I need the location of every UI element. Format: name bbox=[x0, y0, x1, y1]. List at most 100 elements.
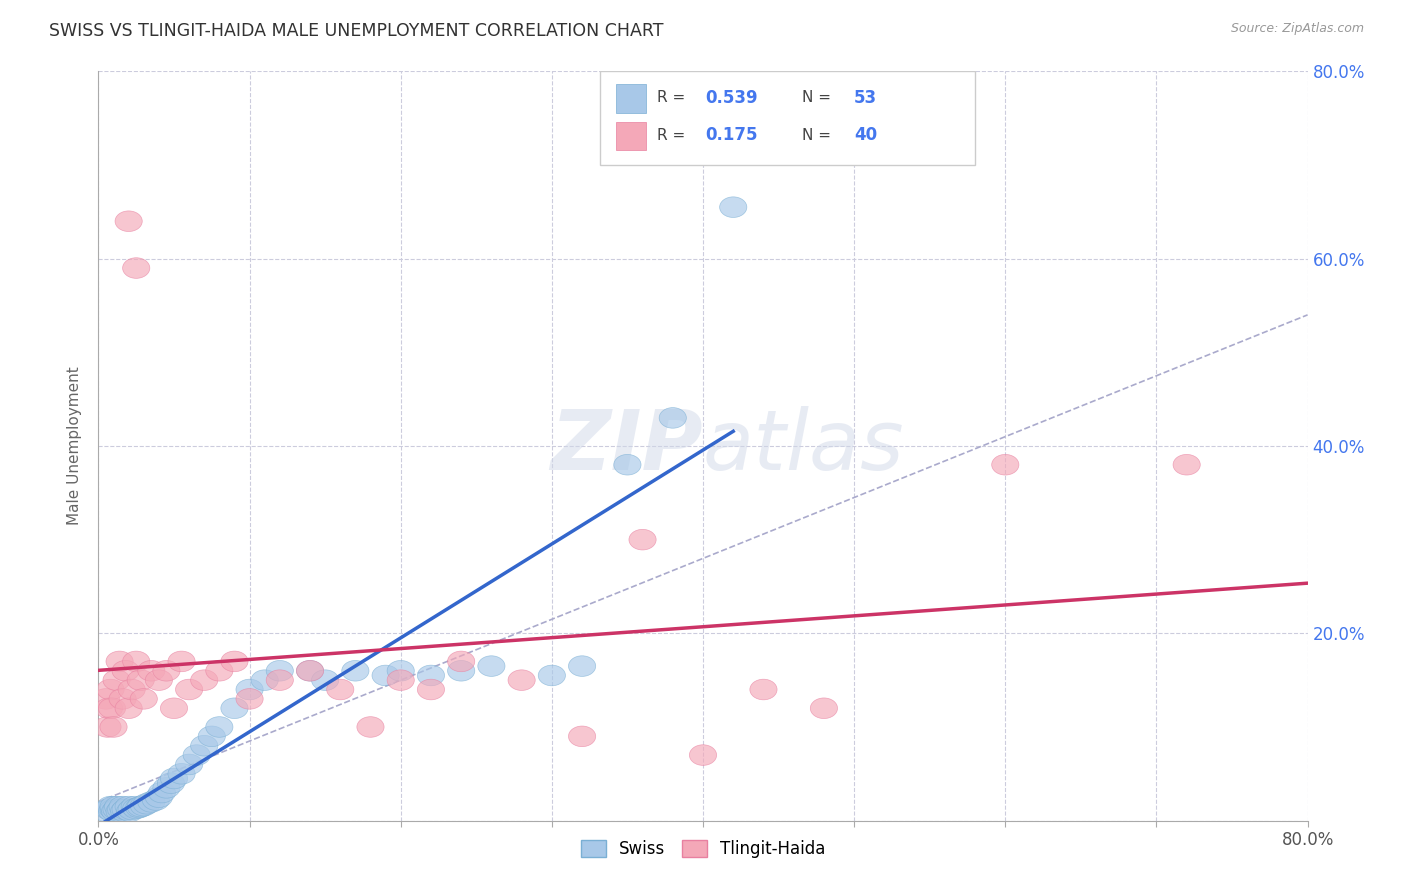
Ellipse shape bbox=[121, 797, 148, 817]
Ellipse shape bbox=[720, 197, 747, 218]
Ellipse shape bbox=[749, 679, 778, 700]
Text: Source: ZipAtlas.com: Source: ZipAtlas.com bbox=[1230, 22, 1364, 36]
Ellipse shape bbox=[96, 698, 122, 719]
Ellipse shape bbox=[105, 651, 134, 672]
Text: ZIP: ZIP bbox=[550, 406, 703, 486]
Ellipse shape bbox=[98, 801, 125, 822]
Ellipse shape bbox=[373, 665, 399, 686]
Text: 40: 40 bbox=[855, 126, 877, 144]
Ellipse shape bbox=[115, 797, 142, 817]
Y-axis label: Male Unemployment: Male Unemployment bbox=[67, 367, 83, 525]
Ellipse shape bbox=[115, 698, 142, 719]
Ellipse shape bbox=[104, 797, 132, 817]
Ellipse shape bbox=[221, 651, 247, 672]
Ellipse shape bbox=[131, 689, 157, 709]
Ellipse shape bbox=[418, 665, 444, 686]
Ellipse shape bbox=[205, 716, 233, 738]
Ellipse shape bbox=[138, 660, 165, 681]
Ellipse shape bbox=[689, 745, 717, 765]
Ellipse shape bbox=[614, 454, 641, 475]
Ellipse shape bbox=[357, 716, 384, 738]
Ellipse shape bbox=[125, 797, 153, 818]
Ellipse shape bbox=[568, 656, 596, 676]
Ellipse shape bbox=[205, 660, 233, 681]
Ellipse shape bbox=[183, 745, 211, 765]
Ellipse shape bbox=[167, 651, 195, 672]
Ellipse shape bbox=[478, 656, 505, 676]
Ellipse shape bbox=[98, 698, 125, 719]
Ellipse shape bbox=[115, 211, 142, 232]
Ellipse shape bbox=[191, 670, 218, 690]
FancyBboxPatch shape bbox=[600, 71, 976, 165]
Text: SWISS VS TLINGIT-HAIDA MALE UNEMPLOYMENT CORRELATION CHART: SWISS VS TLINGIT-HAIDA MALE UNEMPLOYMENT… bbox=[49, 22, 664, 40]
Ellipse shape bbox=[387, 660, 415, 681]
Ellipse shape bbox=[418, 679, 444, 700]
Text: atlas: atlas bbox=[703, 406, 904, 486]
Ellipse shape bbox=[326, 679, 354, 700]
Ellipse shape bbox=[100, 716, 127, 738]
Ellipse shape bbox=[659, 408, 686, 428]
Ellipse shape bbox=[538, 665, 565, 686]
Text: 0.175: 0.175 bbox=[706, 126, 758, 144]
Ellipse shape bbox=[93, 801, 120, 822]
Ellipse shape bbox=[1173, 454, 1201, 475]
Ellipse shape bbox=[117, 801, 143, 822]
Ellipse shape bbox=[153, 778, 180, 798]
Ellipse shape bbox=[991, 454, 1019, 475]
Ellipse shape bbox=[112, 660, 139, 681]
Ellipse shape bbox=[297, 660, 323, 681]
FancyBboxPatch shape bbox=[616, 121, 647, 150]
Ellipse shape bbox=[142, 789, 170, 810]
Ellipse shape bbox=[342, 660, 368, 681]
Ellipse shape bbox=[167, 764, 195, 784]
Text: 0.539: 0.539 bbox=[706, 88, 758, 106]
Text: R =: R = bbox=[657, 90, 685, 105]
Ellipse shape bbox=[110, 689, 136, 709]
Ellipse shape bbox=[312, 670, 339, 690]
Ellipse shape bbox=[138, 791, 165, 813]
Ellipse shape bbox=[112, 799, 139, 820]
Ellipse shape bbox=[145, 670, 173, 690]
Ellipse shape bbox=[93, 689, 120, 709]
Ellipse shape bbox=[127, 797, 155, 817]
Ellipse shape bbox=[97, 679, 124, 700]
Ellipse shape bbox=[105, 801, 134, 822]
Ellipse shape bbox=[122, 798, 150, 819]
Ellipse shape bbox=[145, 787, 173, 807]
Ellipse shape bbox=[122, 258, 150, 278]
Ellipse shape bbox=[508, 670, 536, 690]
Ellipse shape bbox=[252, 670, 278, 690]
Ellipse shape bbox=[148, 782, 176, 803]
Ellipse shape bbox=[134, 794, 160, 814]
Ellipse shape bbox=[131, 796, 157, 816]
Ellipse shape bbox=[94, 716, 121, 738]
Ellipse shape bbox=[236, 679, 263, 700]
Ellipse shape bbox=[100, 797, 127, 817]
Ellipse shape bbox=[297, 660, 323, 681]
Ellipse shape bbox=[100, 799, 127, 820]
Ellipse shape bbox=[127, 670, 155, 690]
Ellipse shape bbox=[191, 735, 218, 756]
Ellipse shape bbox=[122, 651, 150, 672]
Ellipse shape bbox=[266, 660, 294, 681]
Ellipse shape bbox=[97, 797, 124, 817]
FancyBboxPatch shape bbox=[616, 84, 647, 112]
Ellipse shape bbox=[103, 670, 131, 690]
Ellipse shape bbox=[568, 726, 596, 747]
Ellipse shape bbox=[810, 698, 838, 719]
Ellipse shape bbox=[118, 799, 145, 820]
Ellipse shape bbox=[160, 768, 187, 789]
Ellipse shape bbox=[198, 726, 225, 747]
Ellipse shape bbox=[628, 529, 657, 550]
Ellipse shape bbox=[157, 772, 184, 794]
Ellipse shape bbox=[107, 799, 135, 820]
Text: R =: R = bbox=[657, 128, 685, 143]
Ellipse shape bbox=[110, 797, 136, 817]
Ellipse shape bbox=[111, 801, 138, 822]
Text: N =: N = bbox=[803, 128, 831, 143]
Ellipse shape bbox=[96, 799, 122, 820]
Ellipse shape bbox=[236, 689, 263, 709]
Ellipse shape bbox=[221, 698, 247, 719]
Ellipse shape bbox=[266, 670, 294, 690]
Ellipse shape bbox=[103, 799, 131, 820]
